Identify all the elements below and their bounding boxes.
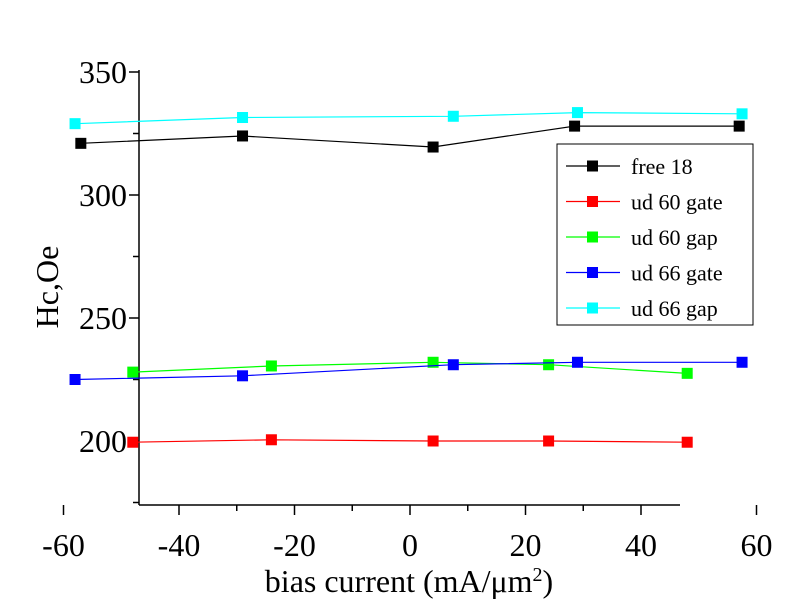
y-tick-label: 300 — [79, 177, 127, 213]
data-point-free-18 — [427, 141, 439, 153]
data-point-ud-60-gap — [543, 359, 555, 371]
series-ud-60-gate — [127, 434, 693, 448]
legend: free 18 ud 60 gate ud 60 gap ud 66 gate ud 6… — [556, 143, 754, 326]
data-point-free-18 — [733, 120, 745, 132]
x-tick-label: 20 — [510, 527, 542, 563]
legend-entry: ud 66 gate — [566, 261, 723, 286]
data-point-ud-66-gate — [237, 370, 249, 382]
data-point-ud-66-gap — [736, 108, 748, 120]
data-point-ud-60-gap — [681, 367, 693, 379]
x-tick-label: -40 — [158, 527, 201, 563]
y-tick-label: 200 — [79, 423, 127, 459]
data-point-ud-66-gate — [447, 359, 459, 371]
y-axis-title: Hc,Oe — [29, 246, 65, 329]
x-tick-label: 40 — [625, 527, 657, 563]
legend-entry: ud 60 gap — [566, 225, 718, 250]
legend-label: ud 66 gate — [631, 261, 723, 286]
x-tick-label: -20 — [273, 527, 316, 563]
data-point-free-18 — [237, 130, 249, 142]
legend-label: ud 60 gate — [631, 190, 723, 215]
legend-entry: ud 60 gate — [566, 190, 723, 215]
data-point-ud-60-gap — [265, 360, 277, 372]
y-tick-label: 250 — [79, 300, 127, 336]
y-tick-label: 350 — [79, 54, 127, 90]
data-point-ud-66-gap — [237, 112, 249, 124]
legend-label: free 18 — [631, 154, 693, 179]
data-point-free-18 — [569, 120, 581, 132]
data-point-ud-60-gate — [127, 436, 139, 448]
data-point-ud-66-gap — [447, 110, 459, 122]
data-point-ud-60-gate — [265, 434, 277, 446]
tick-labels: -60 -40 -20 0 20 40 60 200 250 300 350 — [42, 54, 772, 563]
series-line-ud-66-gap — [74, 111, 743, 125]
data-point-ud-66-gate — [69, 374, 81, 385]
series-ud-60-gap — [127, 356, 693, 379]
x-tick-label: 60 — [741, 527, 773, 563]
legend-entry: free 18 — [566, 154, 693, 179]
data-point-free-18 — [75, 137, 87, 149]
legend-marker — [587, 267, 598, 278]
data-point-ud-66-gate — [571, 356, 583, 368]
series-line-ud-60-gap — [132, 361, 688, 374]
series-ud-66-gap — [69, 107, 748, 130]
x-axis-title: bias current (mA/μm2) — [265, 563, 553, 599]
data-point-ud-60-gate — [681, 436, 693, 448]
data-point-ud-66-gap — [571, 107, 583, 119]
legend-marker — [587, 196, 598, 207]
series-line-ud-60-gate — [132, 439, 688, 443]
x-tick-label: -60 — [42, 527, 85, 563]
legend-entries: free 18 ud 60 gate ud 60 gap ud 66 gate ud 6… — [566, 154, 723, 321]
data-point-ud-60-gate — [543, 435, 555, 447]
legend-label: ud 60 gap — [631, 225, 718, 250]
data-point-ud-60-gap — [127, 366, 139, 378]
legend-label: ud 66 gap — [631, 296, 718, 321]
legend-marker — [587, 302, 598, 314]
legend-marker — [587, 231, 598, 243]
data-point-ud-66-gate — [736, 356, 748, 368]
series-ud-66-gate — [69, 356, 748, 385]
data-point-ud-60-gate — [427, 435, 439, 447]
legend-marker — [587, 160, 598, 172]
x-tick-label: 0 — [402, 527, 418, 563]
series-free-18 — [75, 120, 745, 153]
data-point-ud-60-gap — [427, 356, 439, 368]
series-layer — [69, 107, 748, 448]
data-point-ud-66-gap — [69, 118, 81, 130]
legend-entry: ud 66 gap — [566, 296, 718, 321]
